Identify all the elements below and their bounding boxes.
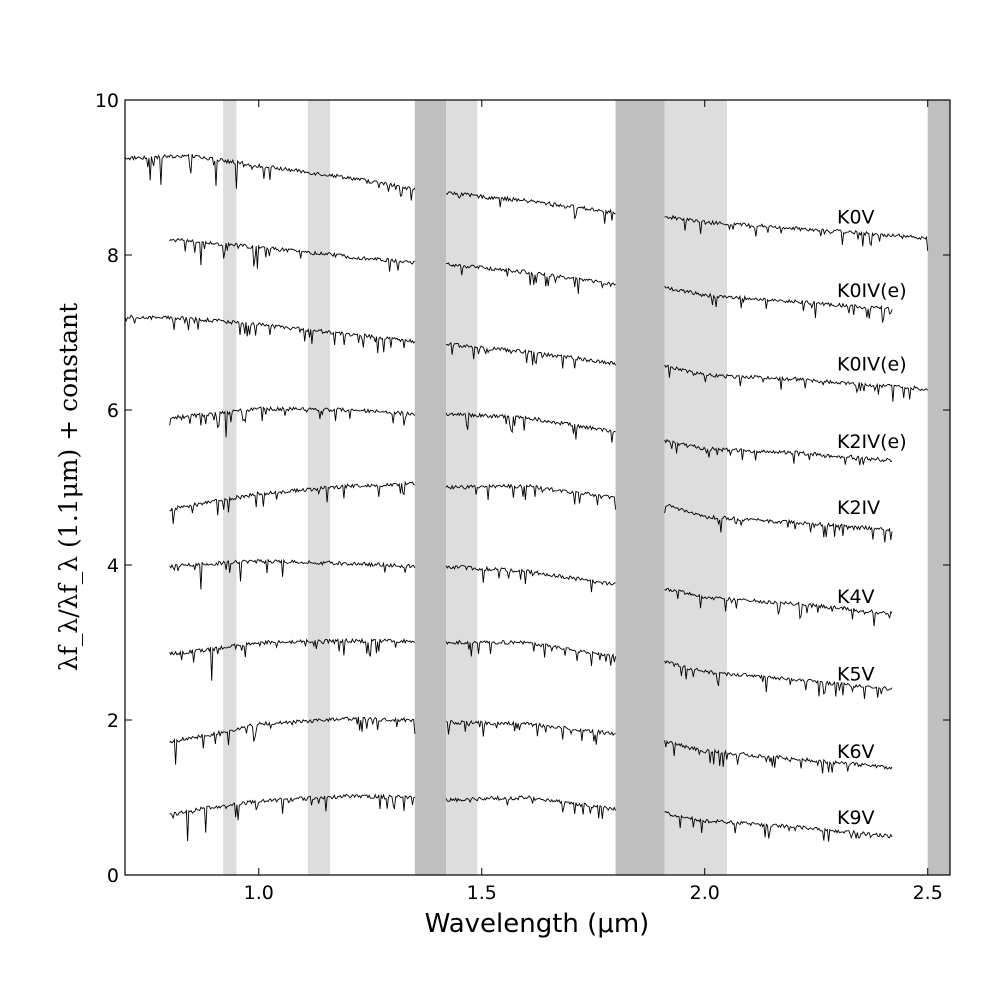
spectrum-segment-3 [664, 438, 893, 466]
x-axis-title: Wavelength (μm) [425, 909, 650, 939]
x-tick-label: 2.0 [690, 882, 720, 904]
shaded-band-1 [223, 100, 237, 875]
axis-ticks: 1.0 1.5 2.0 2.5 0 2 4 6 8 10 [95, 90, 950, 904]
series-label: K2IV [837, 497, 880, 519]
y-tick-label: 6 [107, 400, 119, 422]
spectrum-segment-3 [664, 810, 893, 842]
spectrum-segment-1 [169, 716, 416, 765]
spectrum-segment-1 [169, 793, 416, 842]
spectrum-segment-3 [664, 660, 893, 699]
spectrum-segment-2 [445, 639, 616, 667]
spectrum-segment-1 [169, 558, 416, 590]
spectra-series [124, 153, 929, 842]
series-4 [169, 406, 893, 466]
x-tick-label: 1.0 [244, 882, 274, 904]
series-7 [169, 637, 893, 699]
shaded-band-6 [664, 100, 728, 875]
series-1 [124, 153, 929, 251]
series-6 [169, 558, 893, 627]
spectrum-segment-1 [169, 406, 416, 438]
spectrum-segment-2 [445, 262, 616, 294]
x-tick-label: 1.5 [467, 882, 497, 904]
y-tick-label: 4 [107, 555, 119, 577]
shaded-band-2 [307, 100, 331, 875]
spectrum-segment-1 [124, 314, 416, 354]
spectrum-segment-1 [169, 637, 416, 681]
series-8 [169, 716, 893, 774]
series-3 [124, 314, 929, 402]
series-label: K0IV(e) [837, 280, 907, 302]
series-label: K9V [837, 807, 875, 829]
series-label: K5V [837, 664, 875, 686]
y-tick-label: 8 [107, 245, 119, 267]
series-2 [169, 237, 893, 323]
shaded-bands [223, 100, 950, 875]
shaded-band-5 [615, 100, 665, 875]
spectrum-segment-2 [445, 565, 616, 593]
spectrum-segment-2 [446, 341, 616, 369]
series-label: K0IV(e) [837, 354, 907, 376]
series-label: K6V [837, 741, 875, 763]
x-tick-label: 2.5 [913, 882, 943, 904]
y-tick-label: 2 [107, 710, 119, 732]
y-tick-label: 0 [107, 865, 119, 887]
spectrum-segment-2 [445, 411, 616, 443]
shaded-band-7 [927, 100, 950, 875]
spectrum-segment-3 [664, 587, 893, 627]
spectrum-segment-2 [445, 191, 616, 224]
spectrum-segment-1 [124, 153, 416, 201]
plot-frame [124, 99, 951, 876]
series-5 [169, 480, 893, 543]
series-label: K0V [837, 206, 875, 228]
spectrum-segment-2 [445, 795, 616, 819]
spectrum-segment-3 [664, 503, 893, 543]
spectrum-segment-3 [664, 740, 893, 774]
series-9 [169, 793, 893, 842]
spectrum-segment-2 [445, 719, 616, 745]
y-axis-title: λf_λ/λf_λ (1.1μm) + constant [54, 303, 83, 671]
spectrum-segment-3 [664, 285, 893, 323]
spectrum-segment-3 [664, 214, 929, 251]
y-tick-label: 10 [95, 90, 119, 112]
spectrum-segment-3 [664, 364, 929, 402]
series-label: K4V [837, 586, 875, 608]
series-labels: K0V K0IV(e) K0IV(e) K2IV(e) K2IV K4V K5V K6V K9V [837, 206, 907, 829]
series-label: K2IV(e) [837, 431, 907, 453]
spectrum-segment-2 [445, 483, 616, 510]
shaded-band-3 [414, 100, 447, 875]
spectrum-segment-1 [169, 480, 416, 524]
spectrum-segment-1 [169, 237, 415, 272]
